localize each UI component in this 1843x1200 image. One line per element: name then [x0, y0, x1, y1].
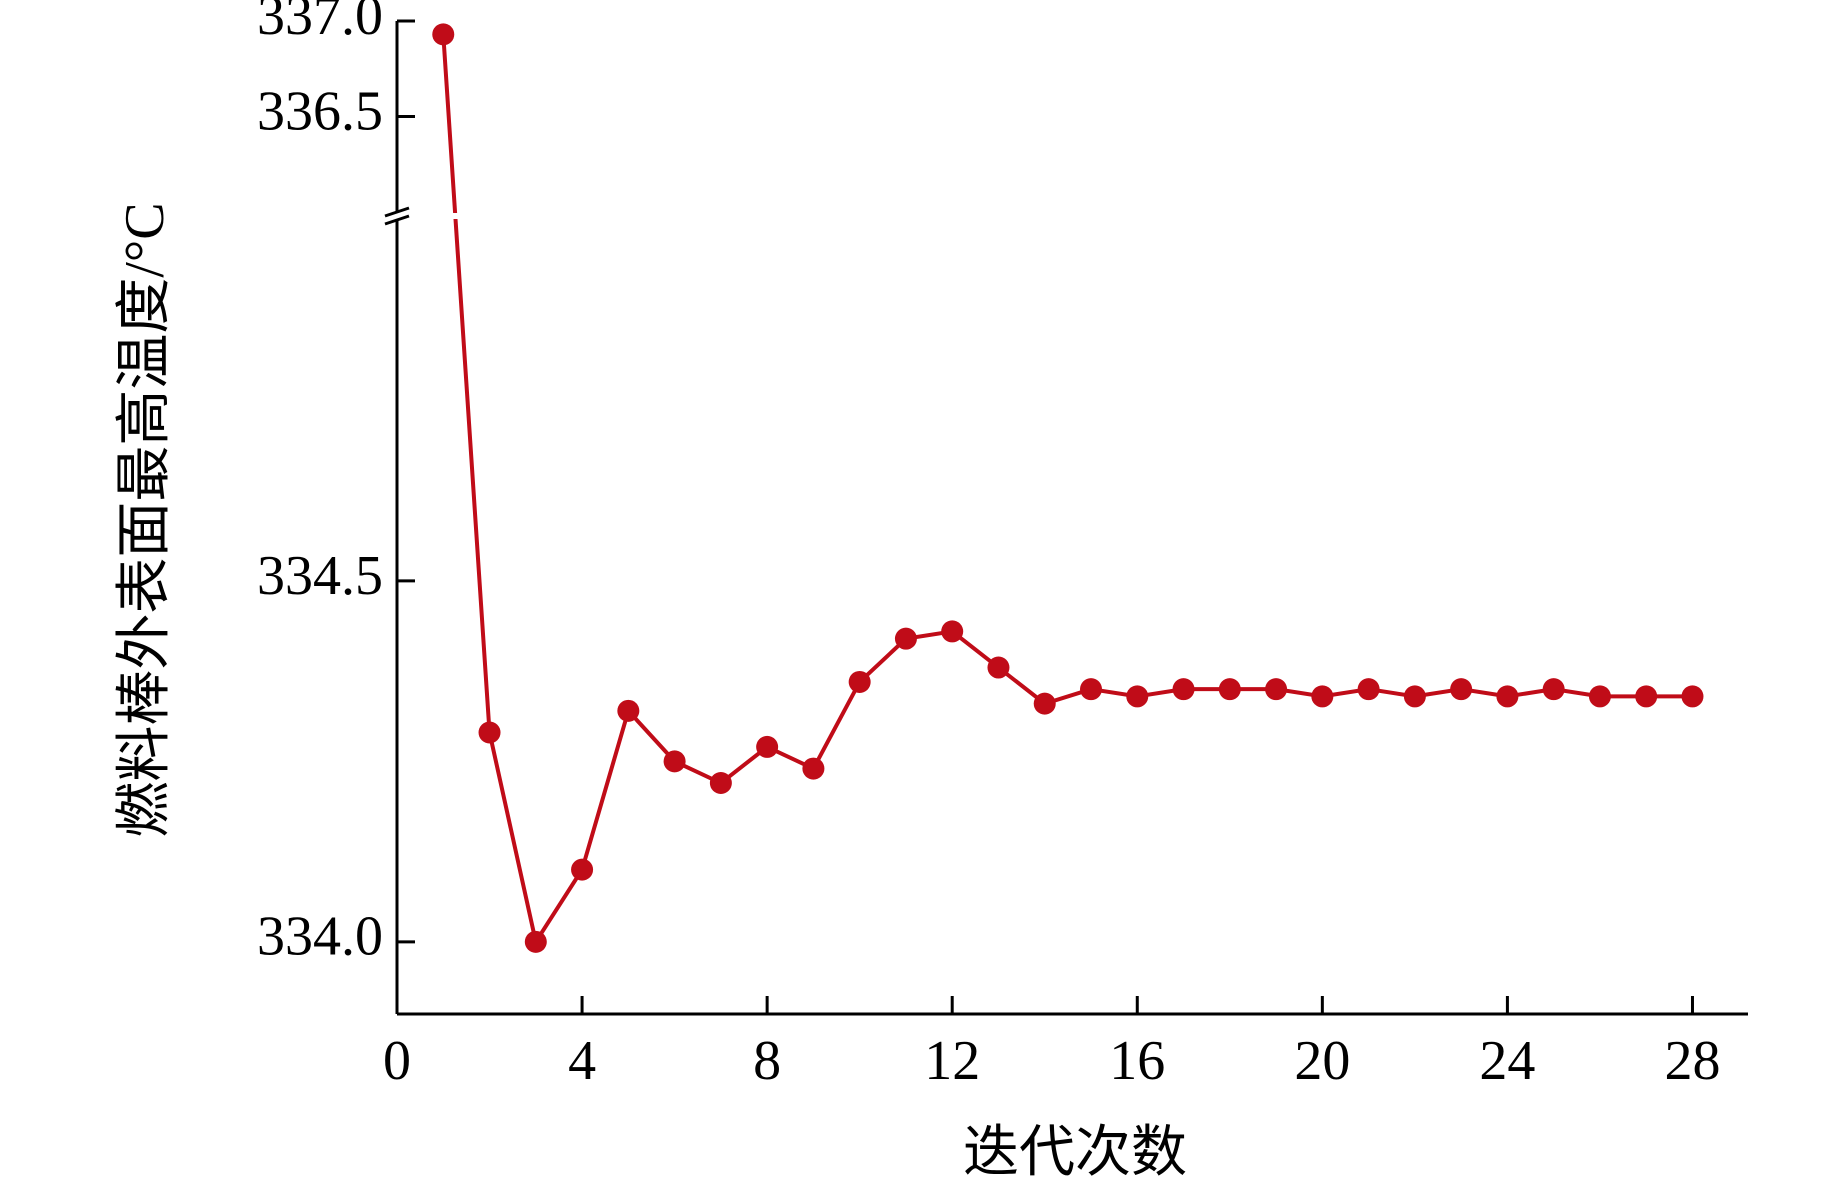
- data-point: [1218, 678, 1241, 701]
- break-mark: [384, 206, 410, 218]
- data-point: [571, 858, 594, 881]
- data-point: [1635, 685, 1658, 708]
- data-point: [987, 656, 1010, 679]
- data-point: [1403, 685, 1426, 708]
- data-point: [1357, 678, 1380, 701]
- x-tick-label: 0: [383, 1030, 411, 1092]
- data-point: [1126, 685, 1149, 708]
- x-tick-label: 16: [1109, 1030, 1165, 1092]
- data-point: [663, 750, 686, 773]
- data-point: [1681, 685, 1704, 708]
- data-point: [524, 930, 547, 953]
- data-point: [478, 721, 501, 744]
- x-tick-label: 28: [1664, 1030, 1720, 1092]
- break-mark: [384, 214, 410, 226]
- y-tick-label: 336.5: [257, 80, 383, 142]
- data-point: [1588, 685, 1611, 708]
- break-gap: [357, 213, 487, 219]
- data-point: [709, 772, 732, 795]
- x-tick-label: 4: [568, 1030, 596, 1092]
- x-tick-label: 20: [1294, 1030, 1350, 1092]
- data-point: [432, 23, 455, 46]
- data-point: [1265, 678, 1288, 701]
- data-point: [848, 670, 871, 693]
- data-point: [1450, 678, 1473, 701]
- data-point: [1496, 685, 1519, 708]
- x-tick-label: 24: [1479, 1030, 1535, 1092]
- data-point: [1542, 678, 1565, 701]
- y-axis-label: 燃料棒外表面最高温度/°C: [114, 202, 176, 837]
- y-tick-label: 337.0: [257, 0, 383, 47]
- data-point: [1080, 678, 1103, 701]
- data-point: [756, 735, 779, 758]
- x-tick-label: 12: [924, 1030, 980, 1092]
- data-point: [802, 757, 825, 780]
- data-point: [941, 620, 964, 643]
- y-tick-label: 334.0: [257, 906, 383, 968]
- data-point: [1033, 692, 1056, 715]
- x-tick-label: 8: [753, 1030, 781, 1092]
- y-tick-label: 334.5: [257, 545, 383, 607]
- data-point: [1311, 685, 1334, 708]
- data-point: [1172, 678, 1195, 701]
- data-point: [617, 699, 640, 722]
- data-line: [441, 34, 1693, 947]
- data-point: [894, 627, 917, 650]
- x-axis-label: 迭代次数: [963, 1122, 1187, 1184]
